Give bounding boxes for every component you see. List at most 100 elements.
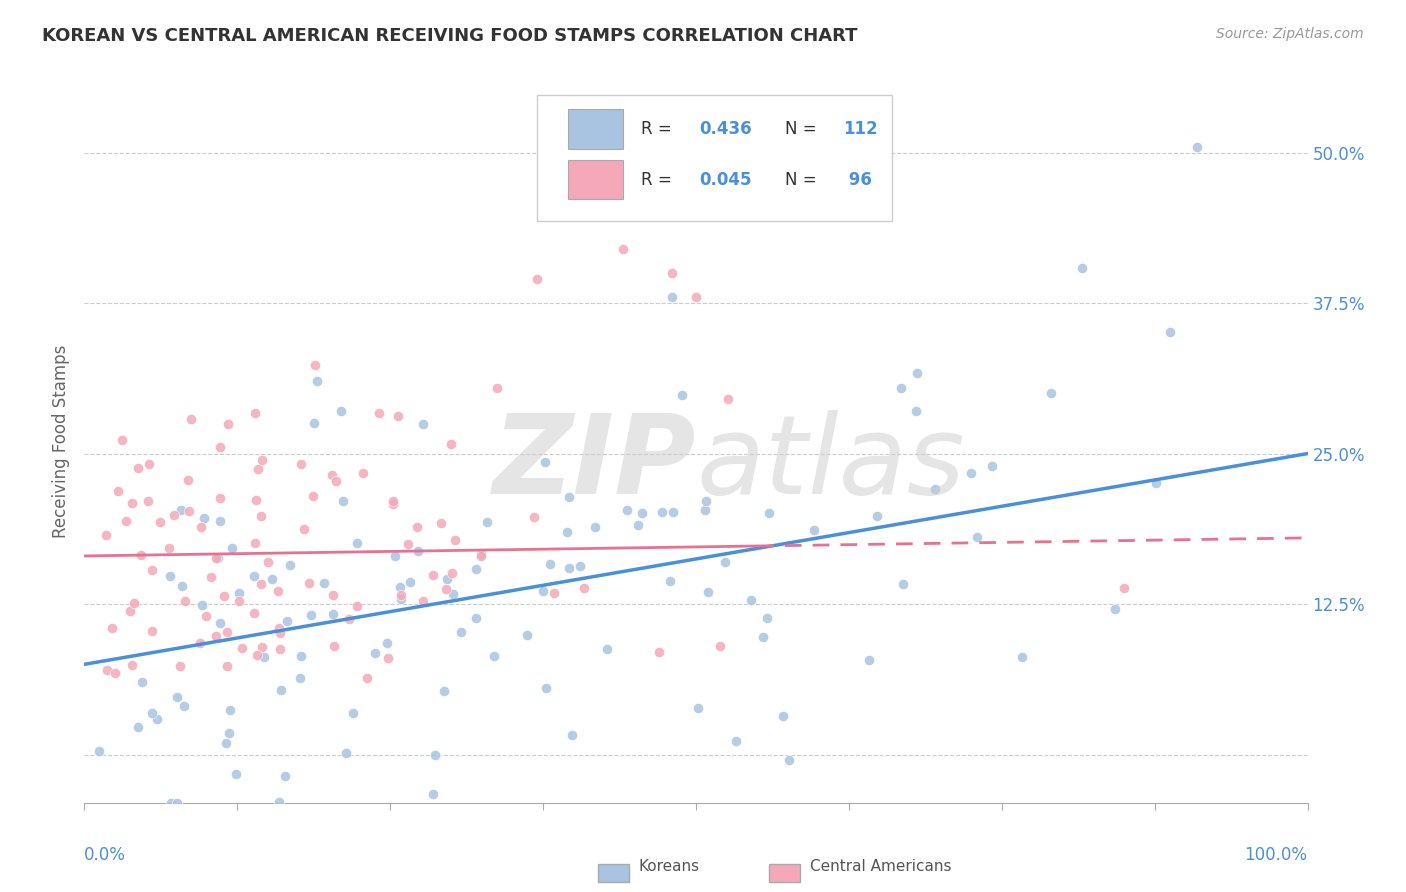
Point xyxy=(661,290,683,304)
Point xyxy=(157,541,180,555)
Point xyxy=(627,518,650,533)
Point xyxy=(583,520,606,534)
Point xyxy=(136,494,159,508)
Point xyxy=(323,639,346,653)
Point xyxy=(375,636,398,650)
Point xyxy=(569,559,592,574)
Point xyxy=(858,653,880,667)
Point xyxy=(436,572,458,586)
Point xyxy=(131,675,153,690)
Point xyxy=(1114,582,1136,596)
Point xyxy=(127,461,149,475)
Point xyxy=(141,706,163,720)
Point xyxy=(778,753,800,767)
Point xyxy=(118,604,141,618)
Point xyxy=(697,585,720,599)
Point xyxy=(94,528,117,542)
Point xyxy=(298,575,321,590)
Text: 0.045: 0.045 xyxy=(700,171,752,189)
Point xyxy=(305,375,328,389)
FancyBboxPatch shape xyxy=(769,864,800,882)
Point xyxy=(693,502,716,516)
Point xyxy=(228,594,250,608)
Text: Source: ZipAtlas.com: Source: ZipAtlas.com xyxy=(1216,27,1364,41)
Point xyxy=(269,642,291,657)
Point xyxy=(267,583,290,598)
Point xyxy=(772,708,794,723)
Point xyxy=(205,629,228,643)
Point xyxy=(278,558,301,572)
Point xyxy=(267,621,290,635)
Point xyxy=(322,588,344,602)
Point xyxy=(249,577,271,591)
Point xyxy=(725,734,748,748)
Text: 0.436: 0.436 xyxy=(700,120,752,138)
Point xyxy=(173,698,195,713)
Point xyxy=(382,497,405,511)
Point xyxy=(321,467,343,482)
Point xyxy=(219,703,242,717)
Point xyxy=(146,712,169,726)
Point xyxy=(555,524,578,539)
Point xyxy=(713,555,735,569)
Point xyxy=(190,599,212,613)
Point xyxy=(1039,386,1062,401)
Point xyxy=(651,504,673,518)
Point xyxy=(740,592,762,607)
Point xyxy=(396,536,419,550)
Point xyxy=(384,549,406,563)
Point xyxy=(661,266,683,280)
Point xyxy=(526,272,548,286)
Point xyxy=(433,684,456,698)
Point xyxy=(408,544,430,558)
Point xyxy=(301,489,323,503)
Point xyxy=(87,744,110,758)
Point xyxy=(534,681,557,696)
Point xyxy=(195,609,218,624)
Text: 0.0%: 0.0% xyxy=(84,847,127,864)
Text: 112: 112 xyxy=(842,120,877,138)
Point xyxy=(246,648,269,663)
FancyBboxPatch shape xyxy=(568,109,623,149)
Point xyxy=(1144,475,1167,490)
Point xyxy=(596,641,619,656)
Point xyxy=(406,520,429,534)
Point xyxy=(228,586,250,600)
Point xyxy=(269,795,291,809)
Point xyxy=(207,551,229,566)
Point xyxy=(322,607,344,621)
Point xyxy=(288,671,311,685)
Point xyxy=(905,404,928,418)
Point xyxy=(388,580,411,594)
Text: ZIP: ZIP xyxy=(492,409,696,516)
Point xyxy=(212,589,235,603)
Point xyxy=(709,639,731,653)
Point xyxy=(751,630,773,644)
Point xyxy=(422,568,444,582)
Point xyxy=(905,367,928,381)
Point xyxy=(368,406,391,420)
Point xyxy=(389,591,412,606)
Point xyxy=(180,412,202,426)
Point xyxy=(924,482,946,496)
Text: Koreans: Koreans xyxy=(638,859,700,874)
Point xyxy=(107,483,129,498)
Point xyxy=(981,458,1004,473)
Point xyxy=(717,392,740,406)
Point xyxy=(531,583,554,598)
Point xyxy=(101,621,124,635)
Point xyxy=(671,387,693,401)
Point xyxy=(470,547,492,561)
Point xyxy=(398,574,420,589)
Text: R =: R = xyxy=(641,120,676,138)
Point xyxy=(243,536,266,550)
Point xyxy=(616,502,638,516)
Point xyxy=(356,672,378,686)
Point xyxy=(177,504,200,518)
Point xyxy=(574,581,596,595)
Text: N =: N = xyxy=(786,120,823,138)
Point xyxy=(389,588,412,602)
Point xyxy=(686,700,709,714)
Point xyxy=(163,508,186,522)
Point xyxy=(314,576,336,591)
